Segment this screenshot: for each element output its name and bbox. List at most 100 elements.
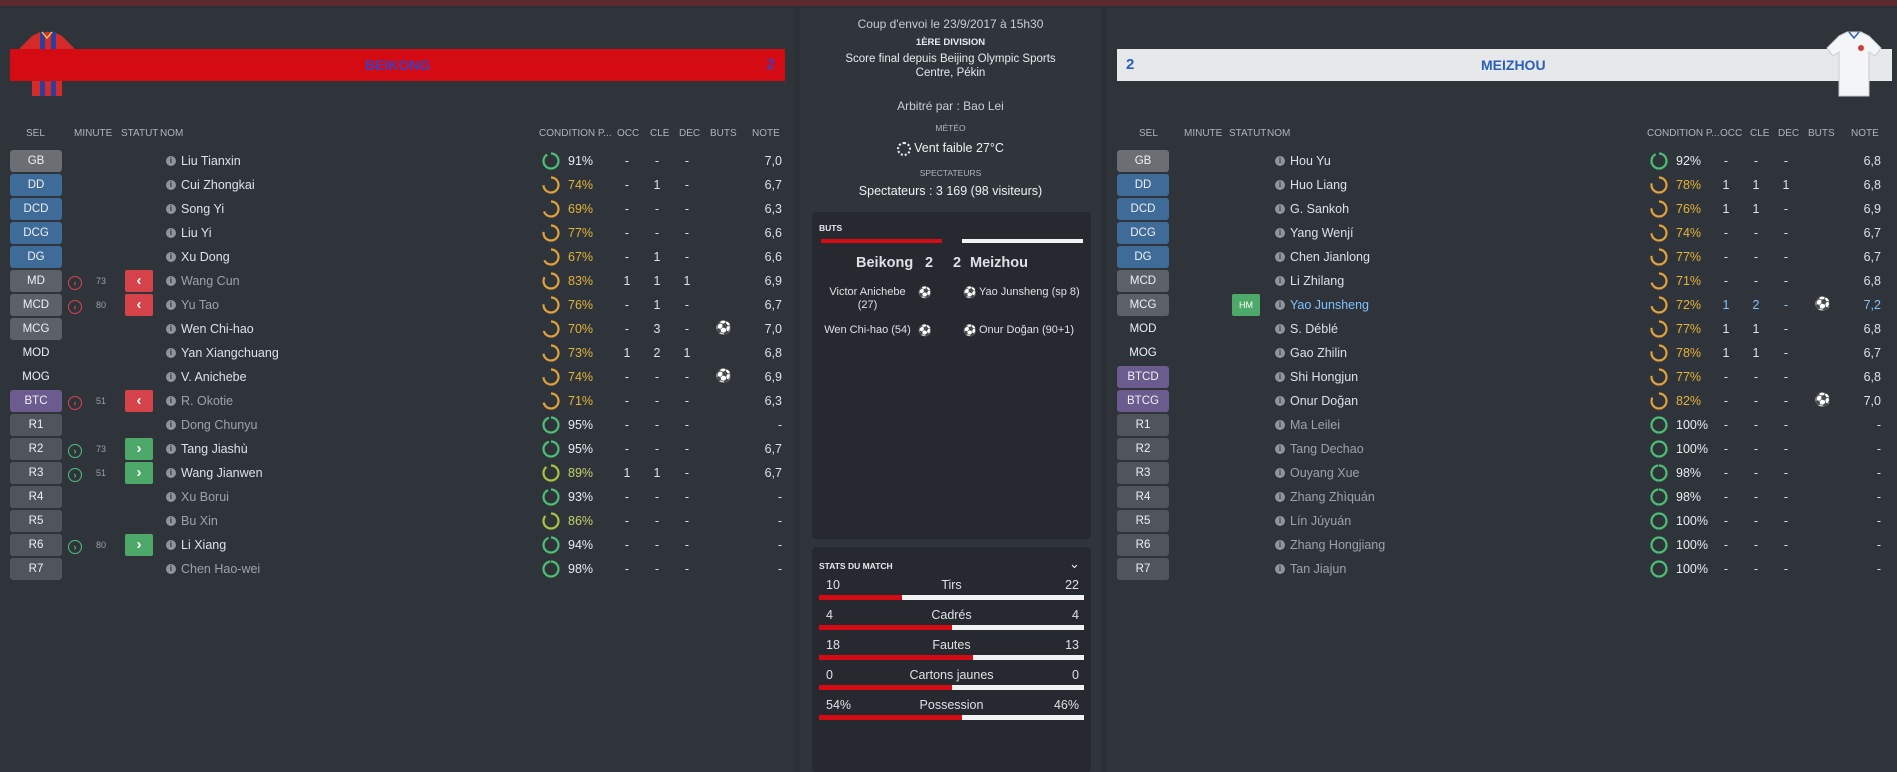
col-sel[interactable]: SÉL: [1139, 128, 1158, 139]
player-row[interactable]: DD i Huo Liang 78% 1 1 1 6,8: [1107, 172, 1897, 201]
position-badge[interactable]: MCD: [10, 294, 62, 316]
info-icon[interactable]: i: [1275, 540, 1285, 550]
info-icon[interactable]: i: [1275, 228, 1285, 238]
player-row[interactable]: BTCG i Onur Doğan 82% - - - ⚽ 7,0: [1107, 388, 1897, 417]
position-badge[interactable]: MOD: [1129, 323, 1157, 335]
player-name[interactable]: Chen Jianlong: [1290, 250, 1370, 264]
info-icon[interactable]: i: [166, 228, 176, 238]
player-name[interactable]: Ouyang Xue: [1290, 466, 1360, 480]
position-badge[interactable]: DCG: [1117, 222, 1169, 244]
position-badge[interactable]: BTCD: [1117, 366, 1169, 388]
player-row[interactable]: BTCD i Shi Hongjun 77% - - - 6,8: [1107, 364, 1897, 393]
position-badge[interactable]: R1: [1117, 414, 1169, 436]
player-row[interactable]: DCD i Song Yi 69% - - - 6,3: [0, 196, 794, 225]
player-name[interactable]: Tang Jiashù: [181, 442, 248, 456]
col-statut[interactable]: STATUT: [121, 128, 159, 139]
position-badge[interactable]: DD: [1117, 174, 1169, 196]
info-icon[interactable]: i: [166, 396, 176, 406]
position-badge[interactable]: MOG: [1129, 347, 1157, 359]
info-icon[interactable]: i: [166, 324, 176, 334]
col-buts[interactable]: BUTS: [1808, 128, 1835, 139]
info-icon[interactable]: i: [1275, 300, 1285, 310]
player-name[interactable]: Yu Tao: [181, 298, 220, 312]
info-icon[interactable]: i: [1275, 492, 1285, 502]
position-badge[interactable]: R6: [1117, 534, 1169, 556]
player-row[interactable]: R5 i Lín Júyuán 100% - - - -: [1107, 508, 1897, 537]
substituted-in-icon[interactable]: ›: [125, 534, 153, 556]
player-name[interactable]: Liu Yi: [181, 226, 212, 240]
info-icon[interactable]: i: [166, 516, 176, 526]
player-name[interactable]: Onur Doğan: [1290, 394, 1359, 408]
home-scorer-1[interactable]: Victor Anichebe (27): [829, 286, 906, 311]
info-icon[interactable]: i: [1275, 156, 1285, 166]
col-cle[interactable]: CLÉ: [650, 128, 670, 139]
away-scorer-1[interactable]: Yao Junsheng (sp 8): [979, 286, 1080, 298]
col-note[interactable]: NOTE: [752, 128, 780, 139]
player-row[interactable]: MOD i S. Déblé 77% 1 1 - 6,8: [1107, 316, 1897, 345]
info-icon[interactable]: i: [1275, 180, 1285, 190]
info-icon[interactable]: i: [1275, 468, 1285, 478]
info-icon[interactable]: i: [1275, 252, 1285, 262]
player-name[interactable]: Chen Hao-wei: [181, 562, 261, 576]
player-name[interactable]: Song Yi: [181, 202, 225, 216]
player-name[interactable]: Yan Xiangchuang: [181, 346, 279, 360]
substituted-out-icon[interactable]: ‹: [125, 390, 153, 412]
info-icon[interactable]: i: [1275, 348, 1285, 358]
position-badge[interactable]: DCD: [1117, 198, 1169, 220]
player-row[interactable]: R2 › 73 › i Tang Jiashù 95% - - - 6,7: [0, 436, 794, 465]
player-row[interactable]: DG i Chen Jianlong 77% - - - 6,7: [1107, 244, 1897, 273]
position-badge[interactable]: R3: [10, 462, 62, 484]
player-name[interactable]: Bu Xin: [181, 514, 218, 528]
player-row[interactable]: R7 i Tan Jiajun 100% - - - -: [1107, 556, 1897, 585]
player-name[interactable]: Shi Hongjun: [1290, 370, 1359, 384]
player-row[interactable]: GB i Hou Yu 92% - - - 6,8: [1107, 148, 1897, 177]
info-icon[interactable]: i: [1275, 444, 1285, 454]
col-dec[interactable]: DÉC: [679, 128, 701, 139]
player-name[interactable]: Hou Yu: [1290, 154, 1331, 168]
player-name[interactable]: Zhang Hongjiang: [1290, 538, 1386, 552]
player-name[interactable]: Yang Wenjí: [1290, 226, 1354, 240]
info-icon[interactable]: i: [1275, 324, 1285, 334]
position-badge[interactable]: GB: [1117, 150, 1169, 172]
position-badge[interactable]: BTCG: [1117, 390, 1169, 412]
player-row[interactable]: DG i Xu Dong 67% - 1 - 6,6: [0, 244, 794, 273]
col-minute[interactable]: MINUTE: [74, 128, 113, 139]
player-name[interactable]: Tan Jiajun: [1290, 562, 1347, 576]
position-badge[interactable]: R1: [10, 414, 62, 436]
info-icon[interactable]: i: [166, 204, 176, 214]
player-name[interactable]: Xu Dong: [181, 250, 230, 264]
player-row[interactable]: R1 i Ma Leilei 100% - - - -: [1107, 412, 1897, 441]
chevron-down-icon[interactable]: ⌄: [1069, 556, 1080, 571]
position-badge[interactable]: DG: [1117, 246, 1169, 268]
player-row[interactable]: GB i Liu Tianxin 91% - - - 7,0: [0, 148, 794, 177]
player-row[interactable]: DD i Cui Zhongkai 74% - 1 - 6,7: [0, 172, 794, 201]
player-name[interactable]: V. Anichebe: [181, 370, 247, 384]
info-icon[interactable]: i: [166, 372, 176, 382]
col-nom[interactable]: NOM: [1267, 128, 1291, 139]
player-name[interactable]: Wang Jianwen: [181, 466, 263, 480]
player-name[interactable]: Lín Júyuán: [1290, 514, 1352, 528]
player-row[interactable]: R2 i Tang Dechao 100% - - - -: [1107, 436, 1897, 465]
position-badge[interactable]: MCG: [1117, 294, 1169, 316]
player-name[interactable]: Xu Borui: [181, 490, 229, 504]
player-name[interactable]: Dong Chunyu: [181, 418, 258, 432]
player-row[interactable]: DCG i Yang Wenjí 74% - - - 6,7: [1107, 220, 1897, 249]
position-badge[interactable]: R7: [10, 558, 62, 580]
col-sel[interactable]: SÉL: [26, 128, 45, 139]
info-icon[interactable]: i: [166, 420, 176, 430]
info-icon[interactable]: i: [1275, 276, 1285, 286]
substituted-in-icon[interactable]: ›: [125, 438, 153, 460]
position-badge[interactable]: MCD: [1117, 270, 1169, 292]
player-name[interactable]: Wen Chi-hao: [181, 322, 254, 336]
player-name[interactable]: Cui Zhongkai: [181, 178, 255, 192]
info-icon[interactable]: i: [166, 564, 176, 574]
player-row[interactable]: DCG i Liu Yi 77% - - - 6,6: [0, 220, 794, 249]
position-badge[interactable]: R7: [1117, 558, 1169, 580]
player-name[interactable]: Wang Cun: [181, 274, 240, 288]
player-row[interactable]: DCD i G. Sankoh 76% 1 1 - 6,9: [1107, 196, 1897, 225]
player-name[interactable]: G. Sankoh: [1290, 202, 1350, 216]
player-row[interactable]: R6 › 80 › i Li Xiang 94% - - - -: [0, 532, 794, 561]
position-badge[interactable]: MD: [10, 270, 62, 292]
player-row[interactable]: R7 i Chen Hao-wei 98% - - - -: [0, 556, 794, 585]
info-icon[interactable]: i: [166, 252, 176, 262]
